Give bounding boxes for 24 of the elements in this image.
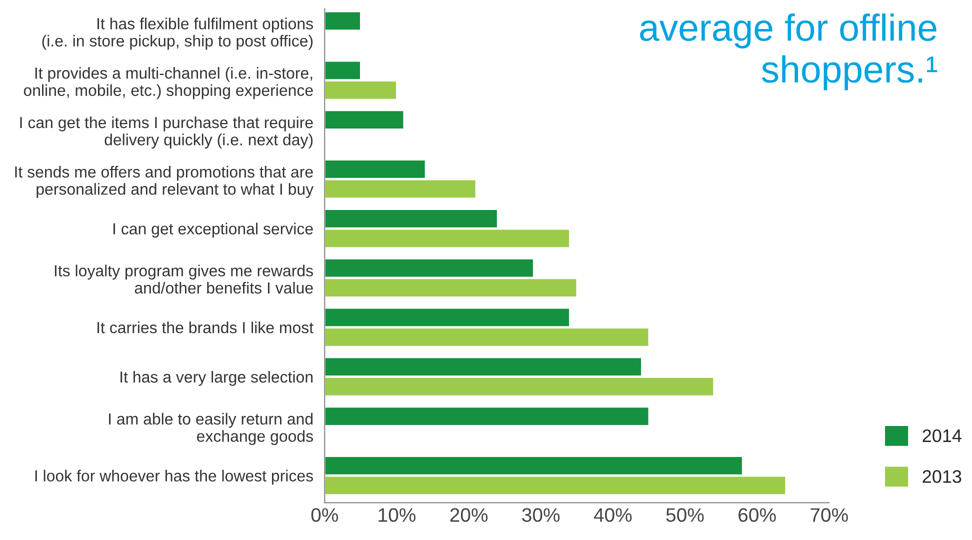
y-tick-label: It provides a multi-channel (i.e. in-store, online, mobile, etc.) shopping experience <box>24 67 313 100</box>
y-tick-label: I look for whoever has the lowest prices <box>35 470 313 485</box>
x-tick-label: 50% <box>666 508 704 522</box>
x-tick-label: 10% <box>378 508 416 522</box>
y-tick-label: I can get the items I purchase that require delivery quickly (i.e. next day) <box>20 116 313 149</box>
legend-label: 2013 <box>922 470 962 483</box>
bar <box>324 406 650 426</box>
legend-label: 2014 <box>922 429 962 442</box>
x-tick-label: 60% <box>738 508 776 522</box>
x-tick-label: 20% <box>450 508 488 522</box>
x-tick-label: 0% <box>311 508 338 522</box>
y-tick-label: I can get exceptional service <box>113 222 313 238</box>
y-tick-label: It sends me offers and promotions that are personalized and relevant to what I buy <box>15 166 314 198</box>
x-tick-label: 30% <box>522 508 560 522</box>
y-tick-label: I am able to easily return and exchange goods <box>109 412 313 446</box>
annotation: average for offline shoppers.¹ <box>640 14 938 90</box>
y-tick-label: It carries the brands I like most <box>98 322 314 334</box>
y-tick-label: Its loyalty program gives me rewards and/other benefits I value <box>54 264 313 294</box>
y-tick-label: It has a very large selection <box>120 370 313 386</box>
bar <box>324 110 405 130</box>
bar <box>324 10 362 32</box>
y-tick-label: It has flexible fulfilment options (i.e. in store pickup, ship to post office) <box>42 18 313 50</box>
x-tick-label: 70% <box>810 508 848 522</box>
x-tick-label: 40% <box>594 508 632 522</box>
